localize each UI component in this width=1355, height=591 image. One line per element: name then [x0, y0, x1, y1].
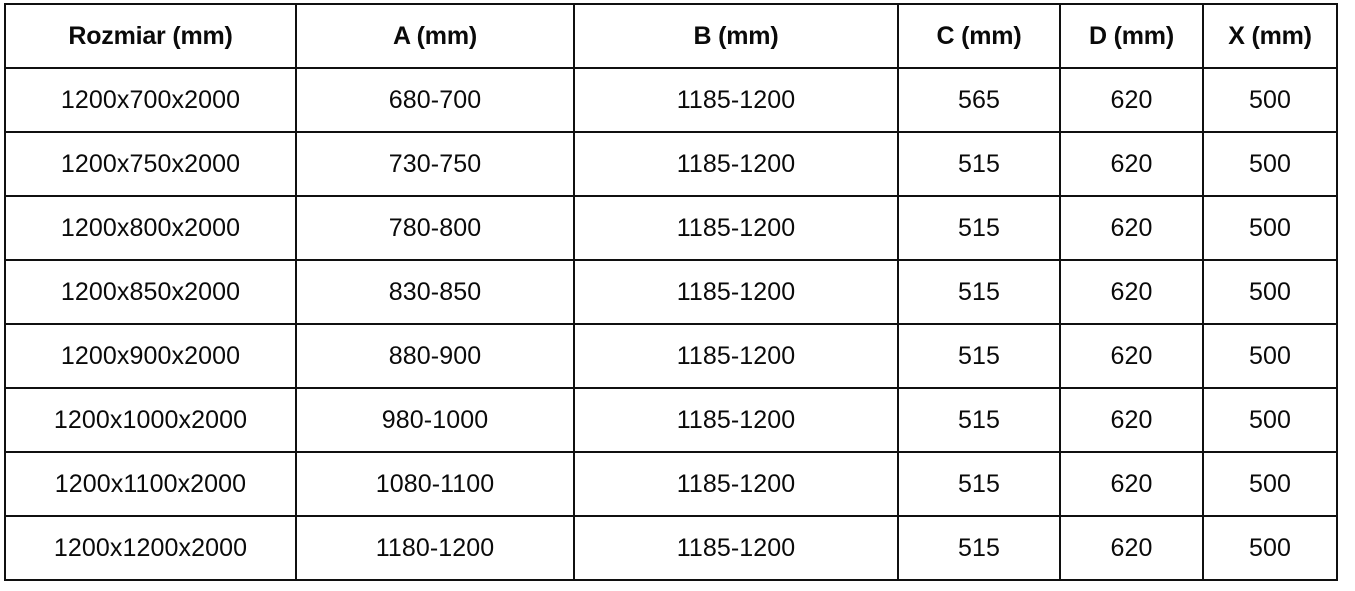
table-row: 1200x1100x2000 1080-1100 1185-1200 515 6… [4, 451, 1338, 517]
cell-size: 1200x750x2000 [4, 131, 297, 197]
cell-d: 620 [1059, 515, 1204, 581]
table-row: 1200x850x2000 830-850 1185-1200 515 620 … [4, 259, 1338, 325]
cell-x: 500 [1202, 259, 1338, 325]
cell-d: 620 [1059, 131, 1204, 197]
cell-c: 515 [897, 387, 1061, 453]
table-row: 1200x700x2000 680-700 1185-1200 565 620 … [4, 67, 1338, 133]
cell-b: 1185-1200 [573, 515, 899, 581]
cell-x: 500 [1202, 67, 1338, 133]
table-body: 1200x700x2000 680-700 1185-1200 565 620 … [4, 67, 1338, 581]
cell-size: 1200x1100x2000 [4, 451, 297, 517]
cell-size: 1200x700x2000 [4, 67, 297, 133]
cell-x: 500 [1202, 323, 1338, 389]
cell-size: 1200x850x2000 [4, 259, 297, 325]
cell-a: 780-800 [295, 195, 575, 261]
cell-a: 880-900 [295, 323, 575, 389]
cell-b: 1185-1200 [573, 451, 899, 517]
cell-a: 730-750 [295, 131, 575, 197]
cell-d: 620 [1059, 195, 1204, 261]
cell-x: 500 [1202, 131, 1338, 197]
cell-c: 515 [897, 259, 1061, 325]
cell-d: 620 [1059, 67, 1204, 133]
column-header-b: B (mm) [573, 3, 899, 69]
cell-x: 500 [1202, 387, 1338, 453]
cell-a: 1180-1200 [295, 515, 575, 581]
header-row: Rozmiar (mm) A (mm) B (mm) C (mm) D (mm)… [4, 3, 1338, 69]
table-row: 1200x1000x2000 980-1000 1185-1200 515 62… [4, 387, 1338, 453]
cell-d: 620 [1059, 259, 1204, 325]
cell-size: 1200x1000x2000 [4, 387, 297, 453]
cell-c: 565 [897, 67, 1061, 133]
dimensions-table: Rozmiar (mm) A (mm) B (mm) C (mm) D (mm)… [4, 3, 1338, 581]
table-row: 1200x1200x2000 1180-1200 1185-1200 515 6… [4, 515, 1338, 581]
spec-table-container: Rozmiar (mm) A (mm) B (mm) C (mm) D (mm)… [4, 3, 1338, 581]
column-header-c: C (mm) [897, 3, 1061, 69]
cell-c: 515 [897, 131, 1061, 197]
column-header-d: D (mm) [1059, 3, 1204, 69]
cell-x: 500 [1202, 451, 1338, 517]
cell-c: 515 [897, 515, 1061, 581]
cell-a: 830-850 [295, 259, 575, 325]
cell-b: 1185-1200 [573, 259, 899, 325]
table-header: Rozmiar (mm) A (mm) B (mm) C (mm) D (mm)… [4, 3, 1338, 69]
cell-d: 620 [1059, 451, 1204, 517]
cell-b: 1185-1200 [573, 195, 899, 261]
cell-b: 1185-1200 [573, 323, 899, 389]
cell-c: 515 [897, 195, 1061, 261]
cell-x: 500 [1202, 515, 1338, 581]
cell-a: 680-700 [295, 67, 575, 133]
cell-d: 620 [1059, 387, 1204, 453]
cell-d: 620 [1059, 323, 1204, 389]
table-row: 1200x900x2000 880-900 1185-1200 515 620 … [4, 323, 1338, 389]
table-row: 1200x800x2000 780-800 1185-1200 515 620 … [4, 195, 1338, 261]
cell-size: 1200x1200x2000 [4, 515, 297, 581]
cell-a: 1080-1100 [295, 451, 575, 517]
cell-x: 500 [1202, 195, 1338, 261]
cell-a: 980-1000 [295, 387, 575, 453]
cell-b: 1185-1200 [573, 387, 899, 453]
column-header-x: X (mm) [1202, 3, 1338, 69]
column-header-a: A (mm) [295, 3, 575, 69]
cell-c: 515 [897, 451, 1061, 517]
cell-size: 1200x900x2000 [4, 323, 297, 389]
cell-b: 1185-1200 [573, 67, 899, 133]
cell-size: 1200x800x2000 [4, 195, 297, 261]
cell-c: 515 [897, 323, 1061, 389]
column-header-size: Rozmiar (mm) [4, 3, 297, 69]
table-row: 1200x750x2000 730-750 1185-1200 515 620 … [4, 131, 1338, 197]
cell-b: 1185-1200 [573, 131, 899, 197]
